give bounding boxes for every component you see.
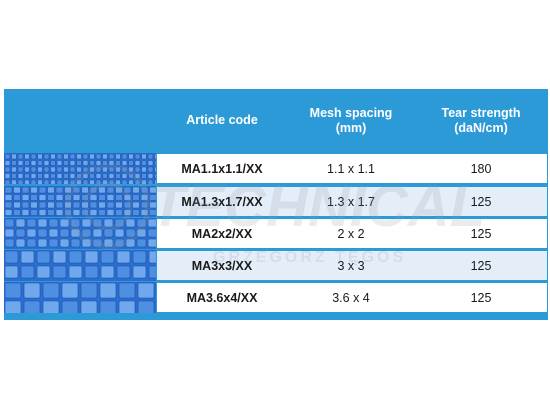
table-row: MA2x2/XX 2 x 2 125	[4, 218, 548, 249]
tear-strength-cell: 125	[414, 282, 548, 313]
mesh-spacing-cell: 2 x 2	[288, 218, 414, 249]
tear-strength-cell: 125	[414, 218, 548, 249]
article-code-cell: MA3x3/XX	[156, 250, 288, 281]
mesh-sample-image	[4, 250, 156, 281]
table-row: MA1.1x1.1/XX 1.1 x 1.1 180	[4, 153, 548, 184]
mesh-sample-cell	[4, 250, 156, 281]
mesh-spacing-cell: 3 x 3	[288, 250, 414, 281]
header-mesh-spacing: Mesh spacing (mm)	[309, 105, 393, 135]
mesh-sample-cell	[4, 218, 156, 249]
mesh-sample-image	[4, 186, 156, 217]
mesh-sample-cell	[4, 282, 156, 313]
mesh-sample-cell	[4, 186, 156, 217]
tear-strength-cell: 125	[414, 250, 548, 281]
table-row: MA1.3x1.7/XX 1.3 x 1.7 125	[4, 186, 548, 217]
article-code-cell: MA2x2/XX	[156, 218, 288, 249]
article-code-cell: MA1.1x1.1/XX	[156, 153, 288, 184]
table-row: MA3.6x4/XX 3.6 x 4 125	[4, 282, 548, 313]
mesh-sample-cell	[4, 153, 156, 184]
mesh-sample-image	[4, 153, 156, 184]
article-code-cell: MA3.6x4/XX	[156, 282, 288, 313]
table-row: MA3x3/XX 3 x 3 125	[4, 250, 548, 281]
tear-strength-cell: 125	[414, 186, 548, 217]
mesh-spacing-cell: 3.6 x 4	[288, 282, 414, 313]
mesh-spacing-cell: 1.1 x 1.1	[288, 153, 414, 184]
article-code-cell: MA1.3x1.7/XX	[156, 186, 288, 217]
mesh-spacing-cell: 1.3 x 1.7	[288, 186, 414, 217]
header-image-column	[4, 89, 156, 152]
mesh-sample-image	[4, 218, 156, 249]
mesh-spec-table: Article code Mesh spacing (mm) Tear stre…	[4, 89, 548, 320]
header-article-code: Article code	[186, 113, 258, 127]
header-tear-strength: Tear strength (daN/cm)	[441, 105, 521, 135]
tear-strength-cell: 180	[414, 153, 548, 184]
mesh-sample-image	[4, 282, 156, 313]
